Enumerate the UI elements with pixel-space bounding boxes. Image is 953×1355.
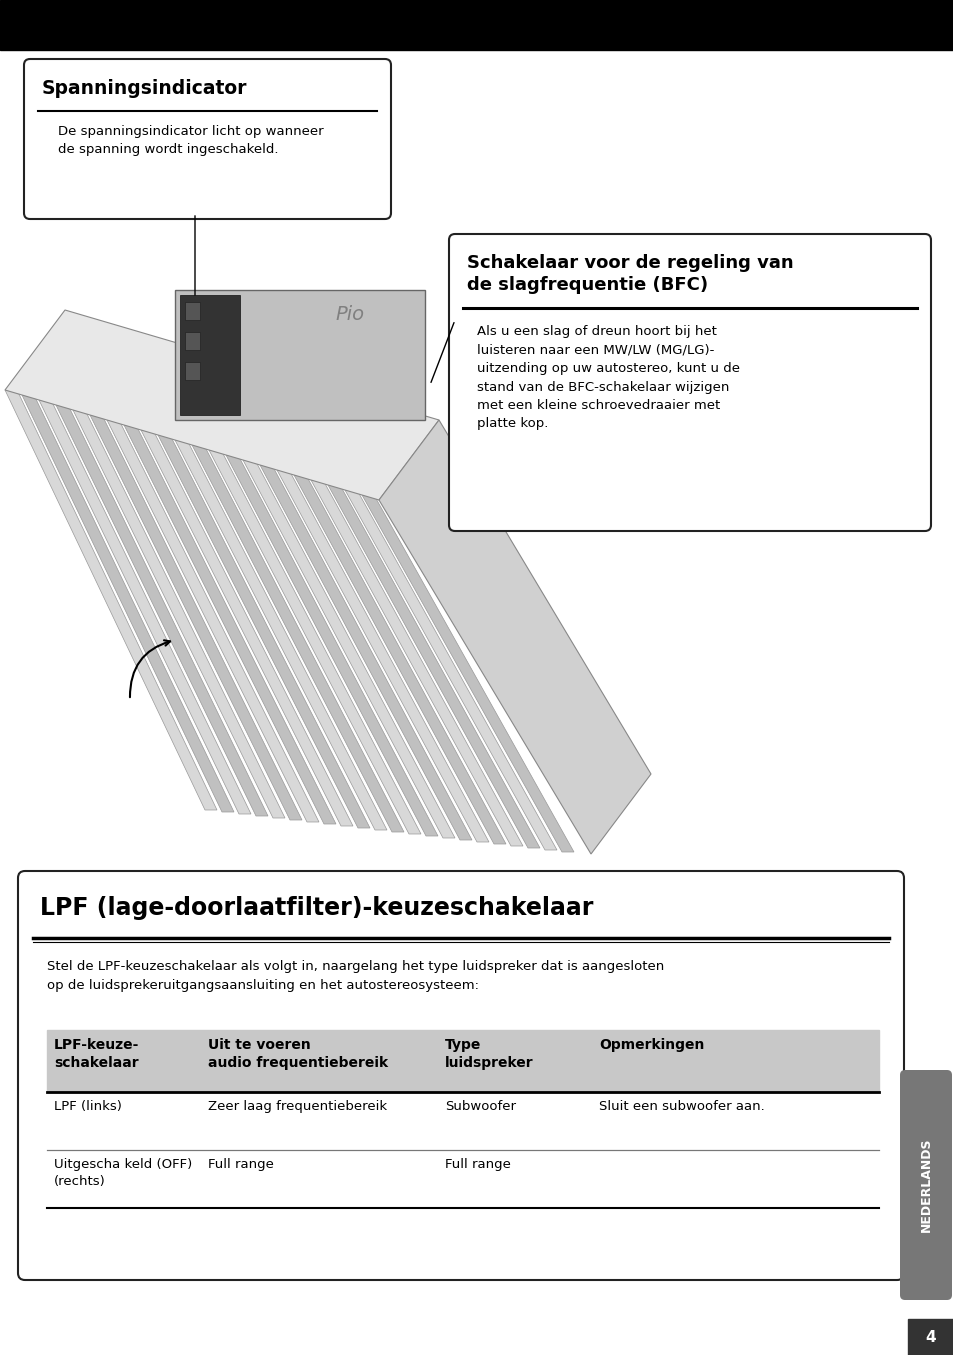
Polygon shape <box>294 476 505 844</box>
Polygon shape <box>328 485 539 848</box>
Polygon shape <box>243 459 455 837</box>
Text: NEDERLANDS: NEDERLANDS <box>919 1138 931 1232</box>
Polygon shape <box>141 430 353 827</box>
Polygon shape <box>73 411 285 818</box>
Bar <box>907 1318 953 1355</box>
Bar <box>47 1030 878 1092</box>
Text: Opmerkingen: Opmerkingen <box>598 1038 703 1051</box>
Text: Uitgescha keld (OFF)
(rechts): Uitgescha keld (OFF) (rechts) <box>54 1159 193 1188</box>
FancyBboxPatch shape <box>449 234 930 531</box>
Bar <box>0 0 953 50</box>
Text: Uit te voeren
audio frequentiebereik: Uit te voeren audio frequentiebereik <box>208 1038 388 1070</box>
Text: LPF (links): LPF (links) <box>54 1100 122 1112</box>
Text: Full range: Full range <box>444 1159 511 1171</box>
Bar <box>185 362 200 379</box>
Text: Full range: Full range <box>208 1159 274 1171</box>
Polygon shape <box>311 480 522 846</box>
Text: Stel de LPF-keuzeschakelaar als volgt in, naargelang het type luidspreker dat is: Stel de LPF-keuzeschakelaar als volgt in… <box>47 959 663 992</box>
Polygon shape <box>39 400 251 814</box>
Polygon shape <box>378 420 650 854</box>
Bar <box>174 290 424 420</box>
Text: Spanningsindicator: Spanningsindicator <box>42 79 247 98</box>
Polygon shape <box>124 425 335 824</box>
Bar <box>180 295 240 415</box>
Text: LPF (lage-doorlaatfilter)-keuzeschakelaar: LPF (lage-doorlaatfilter)-keuzeschakelaa… <box>40 896 593 920</box>
Polygon shape <box>158 435 370 828</box>
Text: Pio: Pio <box>335 305 364 324</box>
Text: De spanningsindicator licht op wanneer
de spanning wordt ingeschakeld.: De spanningsindicator licht op wanneer d… <box>58 125 323 156</box>
Polygon shape <box>174 440 387 831</box>
Text: Als u een slag of dreun hoort bij het
luisteren naar een MW/LW (MG/LG)-
uitzendi: Als u een slag of dreun hoort bij het lu… <box>476 325 740 431</box>
FancyBboxPatch shape <box>24 60 391 220</box>
Text: LPF-keuze-
schakelaar: LPF-keuze- schakelaar <box>54 1038 139 1070</box>
FancyBboxPatch shape <box>899 1070 951 1299</box>
Polygon shape <box>5 310 438 500</box>
Polygon shape <box>107 420 318 822</box>
Bar <box>185 332 200 350</box>
Polygon shape <box>192 444 403 832</box>
Polygon shape <box>345 491 557 850</box>
Text: Type
luidspreker: Type luidspreker <box>444 1038 533 1070</box>
Text: Subwoofer: Subwoofer <box>444 1100 516 1112</box>
Polygon shape <box>22 396 233 812</box>
Polygon shape <box>361 495 574 852</box>
Polygon shape <box>260 465 472 840</box>
Polygon shape <box>56 405 268 816</box>
Text: Sluit een subwoofer aan.: Sluit een subwoofer aan. <box>598 1100 764 1112</box>
Polygon shape <box>5 390 216 810</box>
Polygon shape <box>209 450 420 833</box>
Text: Zeer laag frequentiebereik: Zeer laag frequentiebereik <box>208 1100 387 1112</box>
Polygon shape <box>90 415 302 820</box>
FancyBboxPatch shape <box>18 871 903 1280</box>
Text: Schakelaar voor de regeling van
de slagfrequentie (BFC): Schakelaar voor de regeling van de slagf… <box>467 253 793 294</box>
Polygon shape <box>226 455 437 836</box>
Bar <box>185 302 200 320</box>
Polygon shape <box>276 470 489 841</box>
Text: 4: 4 <box>924 1329 935 1344</box>
